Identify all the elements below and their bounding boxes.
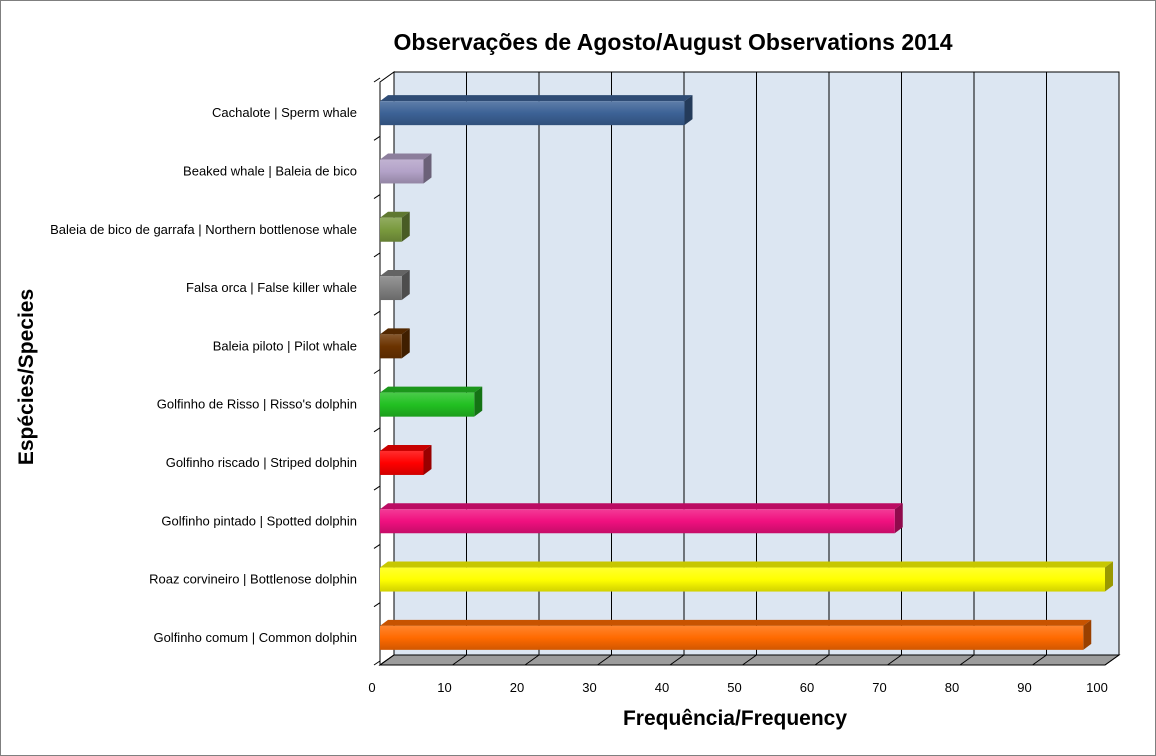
x-tick-label: 40 bbox=[655, 680, 669, 695]
bar-end bbox=[1083, 619, 1092, 650]
x-tick-label: 10 bbox=[437, 680, 451, 695]
bar-top bbox=[380, 328, 410, 335]
bar-end bbox=[401, 270, 410, 301]
y-tick bbox=[373, 369, 381, 374]
floor-line bbox=[379, 654, 395, 666]
bar-top bbox=[380, 153, 432, 160]
bar-top bbox=[380, 211, 410, 218]
bar bbox=[380, 503, 903, 534]
bar-end bbox=[684, 95, 693, 126]
bar-top bbox=[380, 444, 432, 451]
x-tick-label: 0 bbox=[368, 680, 375, 695]
bar bbox=[380, 561, 1113, 592]
floor-line bbox=[959, 654, 975, 666]
bar-front bbox=[380, 392, 475, 417]
bar-front bbox=[380, 450, 424, 475]
bar bbox=[380, 444, 432, 475]
bar-front bbox=[380, 567, 1105, 592]
floor-line bbox=[669, 654, 685, 666]
bar-end bbox=[894, 503, 903, 534]
x-tick-label: 80 bbox=[945, 680, 959, 695]
category-label: Baleia de bico de garrafa | Northern bot… bbox=[50, 222, 357, 237]
floor-line bbox=[814, 654, 830, 666]
bar bbox=[380, 328, 410, 359]
category-label: Golfinho de Risso | Risso's dolphin bbox=[157, 397, 357, 412]
floor-line bbox=[887, 654, 902, 666]
bar bbox=[380, 619, 1092, 650]
bar bbox=[380, 270, 410, 301]
category-label: Falsa orca | False killer whale bbox=[186, 280, 357, 295]
category-label: Golfinho riscado | Striped dolphin bbox=[166, 455, 357, 470]
y-tick bbox=[373, 602, 381, 608]
x-tick-label: 90 bbox=[1017, 680, 1031, 695]
bar-top bbox=[380, 619, 1092, 626]
bar-front bbox=[380, 276, 402, 301]
bar-top bbox=[380, 270, 410, 277]
bar bbox=[380, 386, 483, 417]
y-tick bbox=[373, 543, 381, 549]
gridlines bbox=[373, 72, 1120, 666]
bar bbox=[380, 211, 410, 242]
bar-front bbox=[380, 159, 424, 184]
bar-end bbox=[474, 386, 483, 417]
x-tick-label: 100 bbox=[1086, 680, 1108, 695]
y-axis-title: Espécies/Species bbox=[15, 289, 38, 465]
floor-line bbox=[1032, 654, 1047, 666]
floor-line bbox=[742, 654, 757, 666]
y-tick bbox=[373, 135, 381, 141]
category-label: Golfinho pintado | Spotted dolphin bbox=[161, 513, 357, 528]
floor-line bbox=[597, 654, 612, 666]
category-label: Golfinho comum | Common dolphin bbox=[153, 630, 357, 645]
category-label: Roaz corvineiro | Bottlenose dolphin bbox=[149, 572, 357, 587]
x-tick-label: 70 bbox=[872, 680, 886, 695]
bar-front bbox=[380, 334, 402, 359]
x-tick-label: 20 bbox=[510, 680, 524, 695]
bar-top bbox=[380, 386, 483, 393]
bar-top bbox=[380, 561, 1113, 568]
bars bbox=[380, 95, 1113, 650]
bar-top bbox=[380, 95, 693, 102]
x-tick-label: 60 bbox=[800, 680, 814, 695]
floor-line bbox=[524, 654, 540, 666]
floor-line bbox=[1104, 654, 1120, 666]
y-tick bbox=[373, 310, 381, 316]
y-tick bbox=[373, 194, 381, 200]
category-label: Beaked whale | Baleia de bico bbox=[183, 163, 357, 178]
bar bbox=[380, 153, 432, 184]
category-label: Baleia piloto | Pilot whale bbox=[213, 338, 357, 353]
x-axis-title: Frequência/Frequency bbox=[623, 707, 847, 730]
bar-end bbox=[423, 153, 432, 184]
category-labels: Cachalote | Sperm whale Beaked whale | Ba… bbox=[50, 105, 357, 645]
y-tick bbox=[373, 485, 381, 491]
chart-title: Observações de Agosto/August Observation… bbox=[394, 29, 953, 55]
x-tick-label: 30 bbox=[582, 680, 596, 695]
y-tick bbox=[373, 660, 381, 666]
bar-front bbox=[380, 101, 685, 126]
y-tick bbox=[373, 427, 381, 433]
bar-end bbox=[401, 328, 410, 359]
y-tick bbox=[373, 77, 381, 83]
bar-end bbox=[423, 444, 432, 475]
bar-front bbox=[380, 509, 895, 534]
x-tick-label: 50 bbox=[727, 680, 741, 695]
bar-front bbox=[380, 625, 1084, 650]
x-tick-labels: 0 10 20 30 40 50 60 70 80 90 100 bbox=[368, 680, 1107, 695]
bar-end bbox=[401, 211, 410, 242]
bar bbox=[380, 95, 693, 126]
category-label: Cachalote | Sperm whale bbox=[212, 105, 357, 120]
bar-front bbox=[380, 217, 402, 242]
bar-top bbox=[380, 503, 903, 510]
floor-line bbox=[452, 654, 467, 666]
y-tick bbox=[373, 252, 381, 258]
bar-end bbox=[1105, 561, 1113, 592]
